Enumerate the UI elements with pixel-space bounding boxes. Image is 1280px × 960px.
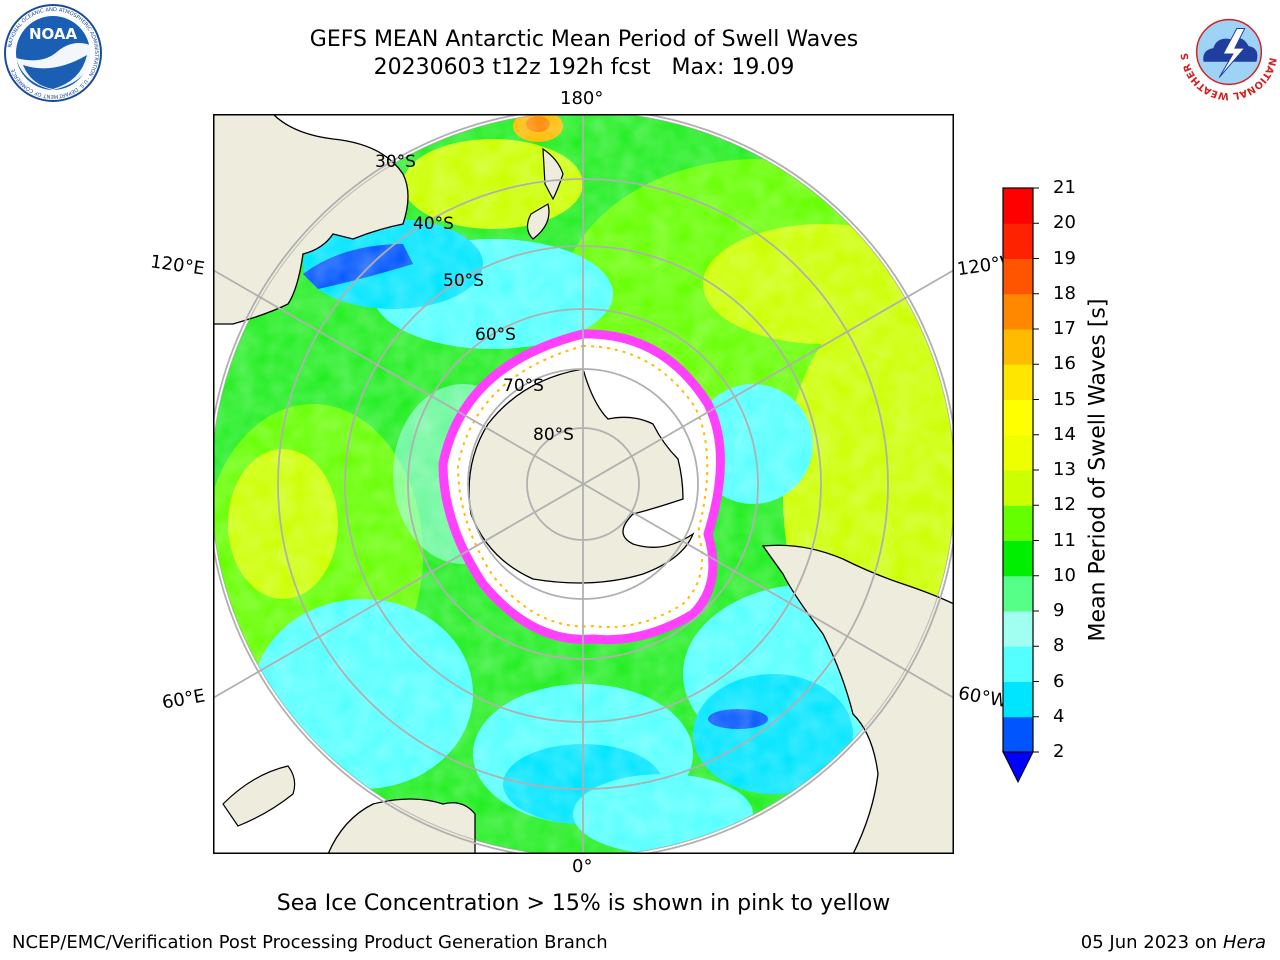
colorbar-tick-label: 21 — [1053, 177, 1076, 198]
colorbar-tick-label: 16 — [1053, 353, 1076, 375]
map-border — [213, 114, 954, 854]
colorbar-tick-label: 2 — [1053, 741, 1065, 762]
new-zealand-south — [526, 203, 550, 240]
colorbar-block — [1003, 329, 1033, 365]
colorbar-block — [1003, 505, 1033, 541]
colorbar-tick-label: 8 — [1053, 635, 1065, 657]
sea-ice-note: Sea Ice Concentration > 15% is shown in … — [276, 891, 891, 916]
lat-label-80s: 80°S — [533, 425, 574, 445]
colorbar-block — [1003, 434, 1033, 471]
colorbar-tick-label: 10 — [1053, 564, 1076, 586]
colorbar-block — [1003, 188, 1033, 224]
colorbar-block — [1003, 258, 1033, 295]
colorbar — [1002, 187, 1039, 784]
colorbar-tick-label: 9 — [1053, 600, 1065, 621]
colorbar-block — [1003, 223, 1033, 259]
colorbar-block — [1003, 470, 1033, 506]
colorbar-tick-label: 17 — [1053, 318, 1076, 339]
colorbar-tick-label: 13 — [1053, 459, 1076, 480]
footer-date: 05 Jun 2023 on Hera — [1080, 932, 1266, 953]
madagascar-landmass — [222, 765, 296, 827]
colorbar-block — [1003, 646, 1033, 682]
noaa-logo: NOAA NATIONAL OCEANIC AND ATMOSPHERIC AD… — [4, 4, 102, 102]
chart-title: GEFS MEAN Antarctic Mean Period of Swell… — [309, 27, 859, 52]
colorbar-block — [1003, 364, 1033, 400]
lon-label-0: 0° — [572, 856, 593, 877]
footer-credit: NCEP/EMC/Verification Post Processing Pr… — [12, 932, 608, 953]
polar-stereographic-map: 30°S 40°S 50°S 60°S 70°S 80°S — [213, 114, 954, 854]
colorbar-tick-label: 12 — [1053, 494, 1076, 516]
australia-landmass — [213, 114, 409, 325]
lon-label-180: 180° — [560, 88, 604, 109]
colorbar-block — [1003, 399, 1033, 436]
lat-label-40s: 40°S — [413, 214, 454, 234]
colorbar-block — [1003, 575, 1033, 612]
lat-label-70s: 70°S — [503, 376, 544, 396]
new-zealand-north — [542, 147, 564, 201]
chart-subtitle: 20230603 t12z 192h fcst Max: 19.09 — [373, 55, 795, 80]
noaa-logo-text: NOAA — [29, 25, 78, 43]
colorbar-tick-label: 14 — [1053, 423, 1076, 445]
colorbar-block — [1003, 293, 1033, 330]
lon-label-120e: 120°E — [148, 251, 206, 280]
colorbar-tick-label: 18 — [1053, 282, 1076, 304]
colorbar-block — [1003, 611, 1033, 647]
colorbar-block — [1003, 681, 1033, 718]
colorbar-tick-label: 20 — [1053, 212, 1076, 234]
colorbar-tick-label: 15 — [1053, 388, 1076, 410]
lat-label-50s: 50°S — [443, 271, 484, 291]
colorbar-block — [1003, 716, 1033, 753]
south-america-landmass — [761, 544, 954, 854]
graticule — [213, 114, 954, 854]
lat-label-30s: 30°S — [375, 152, 416, 172]
colorbar-tick-label: 19 — [1053, 247, 1076, 269]
nws-logo: NATIONAL WEATHER SERVICE — [1180, 3, 1278, 101]
colorbar-tick-label: 11 — [1053, 529, 1076, 551]
lat-label-60s: 60°S — [475, 325, 516, 345]
lon-label-60e: 60°E — [160, 685, 207, 714]
colorbar-block — [1003, 540, 1033, 577]
colorbar-tick-label: 4 — [1053, 705, 1065, 727]
africa-landmass — [327, 798, 476, 854]
colorbar-tick-label: 6 — [1053, 670, 1065, 692]
